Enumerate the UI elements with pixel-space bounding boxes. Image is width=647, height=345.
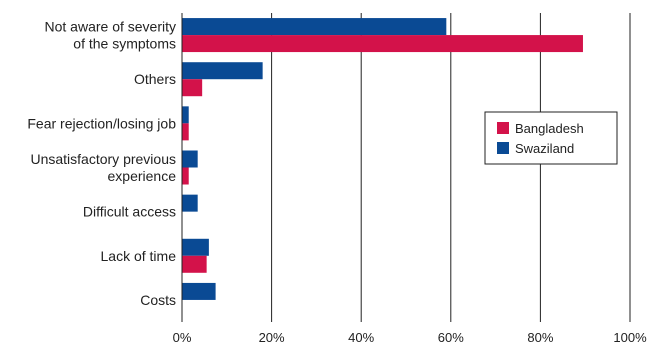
category-label: Difficult access (83, 204, 176, 220)
legend-label-swaziland: Swaziland (515, 141, 574, 156)
category-label: Unsatisfactory previous experience (30, 151, 176, 184)
bars (182, 18, 583, 300)
bar-bangladesh (182, 255, 207, 273)
category-label: Not aware of severity of the symptoms (45, 19, 177, 52)
bar-swaziland (182, 194, 198, 212)
category-label: Lack of time (101, 248, 177, 264)
bar-bangladesh (182, 167, 189, 185)
bar-swaziland (182, 18, 447, 36)
x-tick-label: 40% (348, 330, 374, 345)
bar-bangladesh (182, 35, 583, 53)
bar-swaziland (182, 150, 198, 168)
bar-swaziland (182, 238, 209, 256)
category-label: Others (134, 71, 176, 87)
bar-bangladesh (182, 123, 189, 141)
x-tick-label: 0% (173, 330, 192, 345)
category-labels: Not aware of severity of the symptoms Othe… (27, 19, 176, 308)
bar-swaziland (182, 282, 216, 300)
x-tick-label: 100% (613, 330, 647, 345)
bar-bangladesh (182, 79, 203, 97)
bar-swaziland (182, 106, 189, 124)
category-label: Fear rejection/losing job (27, 115, 176, 131)
legend-box (484, 111, 618, 165)
x-tick-label: 60% (438, 330, 464, 345)
legend-swatch-swaziland (497, 142, 509, 154)
x-tick-label: 20% (259, 330, 285, 345)
category-label: Costs (140, 292, 176, 308)
legend-label-bangladesh: Bangladesh (515, 121, 584, 136)
x-tick-label: 80% (527, 330, 553, 345)
bar-swaziland (182, 62, 263, 80)
gridlines (181, 13, 631, 322)
x-axis: 0% 20% 40% 60% 80% 100% (173, 13, 647, 345)
legend-swatch-bangladesh (497, 122, 509, 134)
legend: Bangladesh Swaziland (484, 111, 618, 165)
